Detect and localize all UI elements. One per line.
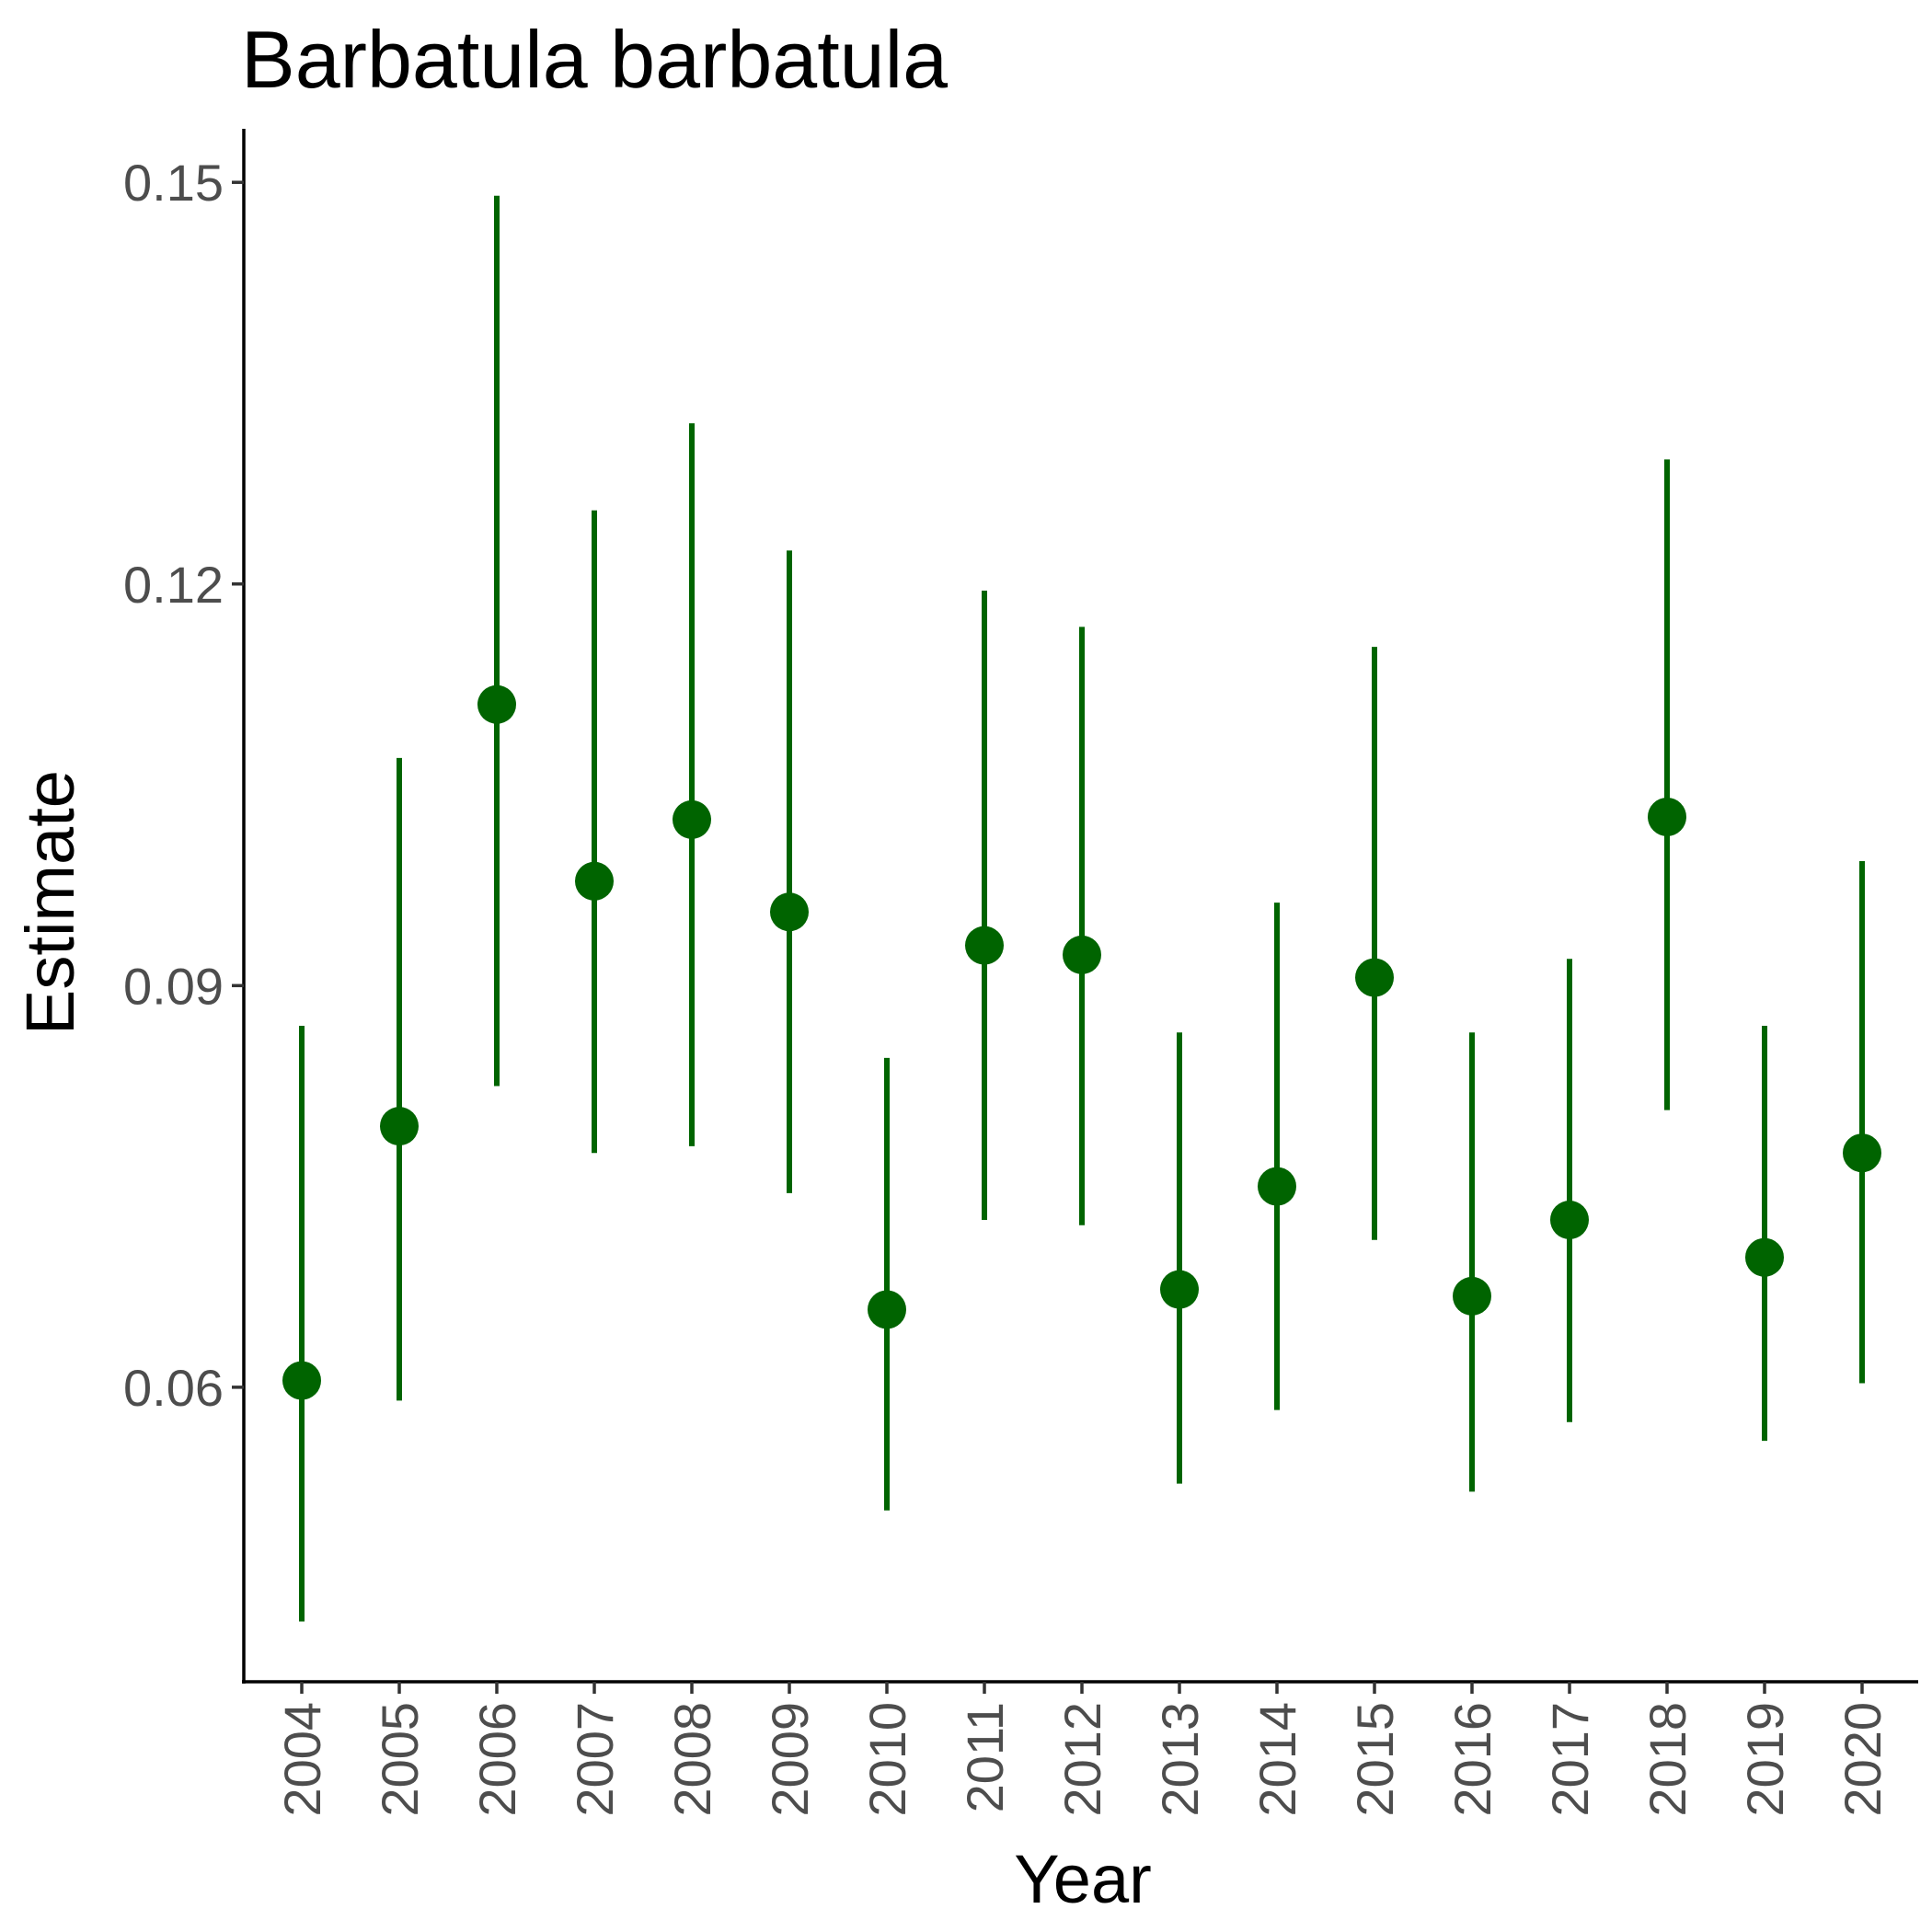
point-2008 — [673, 799, 711, 839]
y-tick-label: 0.09 — [123, 957, 224, 1015]
x-tick-label: 2014 — [1248, 1702, 1306, 1817]
x-tick-label: 2016 — [1443, 1702, 1501, 1817]
x-tick-label: 2015 — [1346, 1702, 1404, 1817]
x-tick-label: 2019 — [1736, 1702, 1794, 1817]
x-tick-label: 2018 — [1639, 1702, 1696, 1817]
x-tick-label: 2017 — [1541, 1702, 1599, 1817]
plot-marks — [282, 195, 1881, 1622]
point-2017 — [1550, 1200, 1589, 1239]
x-tick-label: 2012 — [1053, 1702, 1111, 1817]
point-2013 — [1160, 1270, 1199, 1309]
point-2018 — [1648, 797, 1686, 836]
point-2019 — [1745, 1237, 1784, 1277]
x-axis-ticks: 2004 2005 2006 2007 2008 2009 2010 2011 2012 2013… — [273, 1682, 1892, 1817]
x-tick-label: 2013 — [1151, 1702, 1209, 1817]
x-tick-label: 2011 — [956, 1702, 1014, 1812]
point-2004 — [282, 1361, 321, 1400]
x-tick-label: 2009 — [761, 1702, 819, 1817]
x-tick-label: 2006 — [468, 1702, 526, 1817]
point-2005 — [380, 1107, 419, 1146]
x-tick-label: 2020 — [1834, 1702, 1892, 1817]
x-tick-label: 2005 — [371, 1702, 429, 1817]
point-2011 — [965, 926, 1004, 965]
y-axis-ticks: 0.06 0.09 0.12 0.15 — [123, 154, 244, 1417]
point-2012 — [1063, 935, 1101, 974]
point-2009 — [770, 892, 809, 932]
point-2007 — [575, 861, 614, 901]
point-2014 — [1258, 1167, 1296, 1206]
point-2020 — [1843, 1133, 1881, 1173]
point-2016 — [1453, 1276, 1491, 1316]
point-2006 — [477, 684, 516, 724]
y-tick-label: 0.15 — [123, 154, 224, 212]
x-tick-label: 2007 — [566, 1702, 624, 1817]
x-tick-label: 2004 — [273, 1702, 331, 1817]
point-2015 — [1355, 958, 1394, 997]
x-tick-label: 2008 — [663, 1702, 721, 1817]
point-2010 — [868, 1290, 906, 1329]
x-tick-label: 2010 — [858, 1702, 916, 1817]
x-axis-title: Year — [1014, 1841, 1152, 1917]
y-axis-title: Estimate — [12, 770, 88, 1035]
y-tick-label: 0.12 — [123, 556, 224, 614]
chart-title: Barbatula barbatula — [241, 14, 948, 105]
y-tick-label: 0.06 — [123, 1359, 224, 1417]
